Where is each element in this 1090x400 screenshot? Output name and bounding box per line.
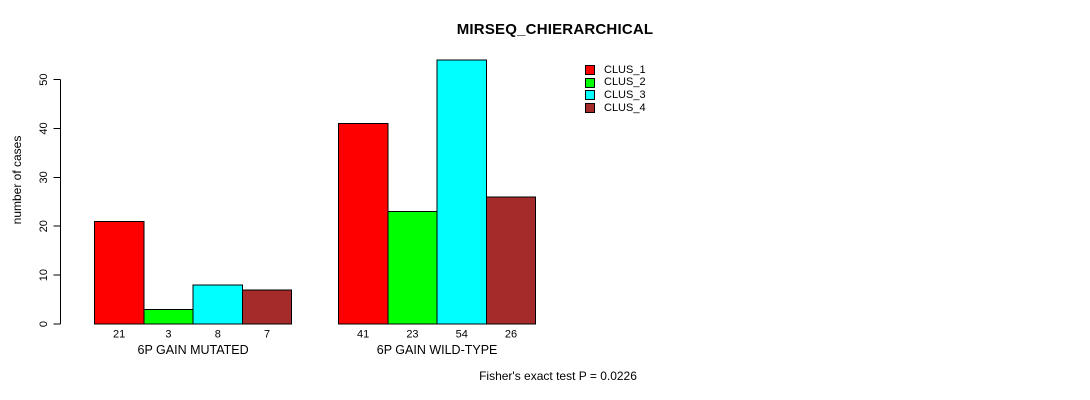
y-axis-tick-label: 30 <box>38 171 50 183</box>
legend-label: CLUS_2 <box>604 76 646 89</box>
bar-value-label: 3 <box>165 329 171 341</box>
chart-title: MIRSEQ_CHIERARCHICAL <box>456 21 654 38</box>
legend-item: CLUS_2 <box>585 77 646 90</box>
legend-label: CLUS_4 <box>604 101 646 114</box>
legend: CLUS_1 CLUS_2 CLUS_3 CLUS_4 <box>585 64 646 114</box>
legend-label: CLUS_1 <box>604 63 646 76</box>
bar-value-label: 7 <box>264 329 270 341</box>
legend-item: CLUS_1 <box>585 64 646 77</box>
legend-swatch <box>585 77 595 88</box>
caption-text: Fisher's exact test P = 0.0226 <box>479 369 637 383</box>
x-category-label: 6P GAIN MUTATED <box>138 343 249 357</box>
legend-item: CLUS_3 <box>585 89 646 102</box>
legend-item: CLUS_4 <box>585 102 646 115</box>
bar-clus_1 <box>94 220 145 325</box>
bar-clus_3 <box>192 284 243 325</box>
bar-value-label: 41 <box>357 329 369 341</box>
legend-swatch <box>585 103 595 114</box>
y-axis-tick-label: 40 <box>38 122 50 134</box>
bar-clus_1 <box>338 123 389 325</box>
bar-value-label: 26 <box>505 329 517 341</box>
legend-label: CLUS_3 <box>604 88 646 101</box>
x-category-label: 6P GAIN WILD-TYPE <box>377 343 498 357</box>
y-axis-tick-label: 20 <box>38 220 50 232</box>
bar-value-label: 23 <box>406 329 418 341</box>
bar-clus_2 <box>143 308 194 325</box>
bar-value-label: 21 <box>113 329 125 341</box>
bar-clus_4 <box>241 289 293 325</box>
bar-clus_3 <box>436 59 487 325</box>
y-axis-tick-label: 50 <box>38 73 50 85</box>
bar-value-label: 54 <box>456 329 468 341</box>
y-axis-tick-label: 0 <box>38 321 50 327</box>
legend-swatch <box>585 90 595 101</box>
y-axis-tick-label: 10 <box>38 269 50 281</box>
bar-clus_4 <box>485 196 537 325</box>
bar-clus_2 <box>387 211 438 325</box>
bar-value-label: 8 <box>215 329 221 341</box>
legend-swatch <box>585 65 595 76</box>
